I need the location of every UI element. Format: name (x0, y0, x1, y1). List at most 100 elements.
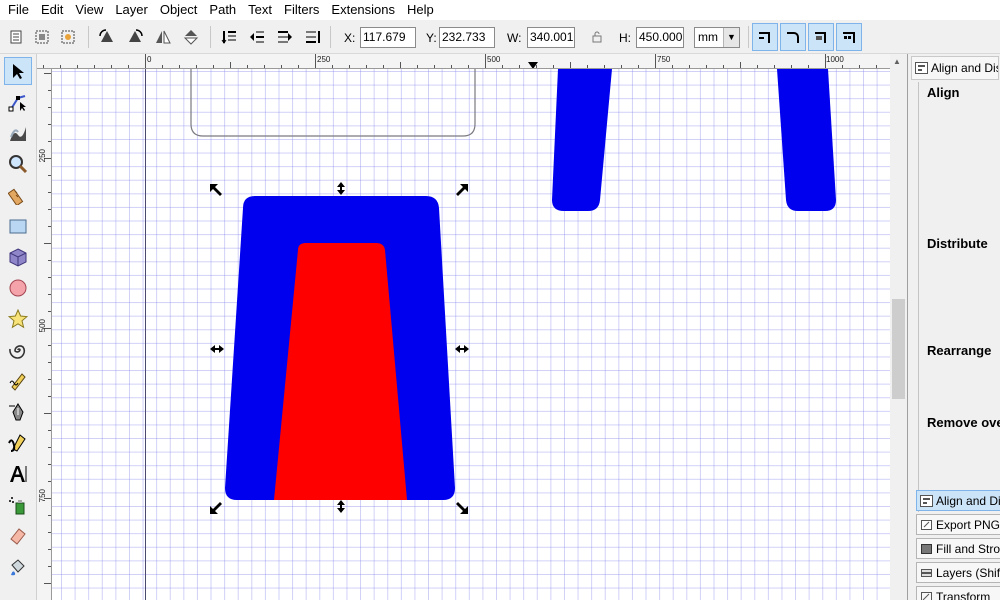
flip-vertical-icon[interactable] (180, 26, 202, 48)
drawing-canvas[interactable] (52, 69, 890, 600)
w-input[interactable]: 340.001 (527, 27, 575, 48)
selector-tool-icon[interactable] (4, 57, 32, 85)
tab-label: Fill and Stroke (936, 541, 1000, 556)
vertical-scrollbar[interactable]: ▲ (890, 54, 907, 600)
3d-box-tool-icon[interactable] (4, 243, 32, 271)
menu-path[interactable]: Path (209, 2, 237, 17)
menu-file[interactable]: File (8, 2, 29, 17)
fill-stroke-icon (921, 543, 932, 554)
paint-bucket-tool-icon[interactable] (4, 553, 32, 581)
spiral-tool-icon[interactable] (4, 336, 32, 364)
ruler-label: 750 (38, 489, 47, 503)
measure-tool-icon[interactable] (4, 181, 32, 209)
blue-leg-right-shape (777, 69, 836, 211)
lower-to-bottom-icon[interactable] (302, 26, 324, 48)
menu-help[interactable]: Help (407, 2, 434, 17)
rectangle-tool-icon[interactable] (4, 212, 32, 240)
layers-icon (921, 568, 932, 577)
panel-title: Align and Distribute (931, 61, 998, 75)
export-icon (921, 519, 932, 530)
tab-label: Align and Distribute (936, 493, 1000, 508)
menu-view[interactable]: View (75, 2, 104, 17)
section-rearrange[interactable]: Rearrange (927, 343, 992, 358)
tab-layers[interactable]: Layers (Shift+Ctrl+L) (916, 562, 1000, 583)
transform-patterns-button[interactable] (836, 23, 862, 51)
scroll-up-icon[interactable]: ▲ (893, 57, 901, 66)
transform-gradients-button[interactable] (808, 23, 834, 51)
menu-layer[interactable]: Layer (115, 2, 148, 17)
align-icon (915, 62, 928, 74)
y-label: Y: (426, 31, 437, 45)
tweak-tool-icon[interactable] (4, 119, 32, 147)
ruler-label: 1000 (826, 55, 844, 64)
section-align[interactable]: Align (927, 85, 960, 100)
ellipse-tool-icon[interactable] (4, 274, 32, 302)
menu-object[interactable]: Object (159, 2, 198, 17)
transform-icon (921, 591, 932, 600)
menu-extensions[interactable]: Extensions (331, 2, 395, 17)
y-input[interactable]: 232.733 (439, 27, 495, 48)
ruler-label: 500 (487, 55, 501, 64)
rotate-cw-icon[interactable] (124, 26, 146, 48)
tab-label: Export PNG Image (936, 517, 1000, 532)
scrollbar-thumb[interactable] (892, 299, 905, 399)
menu-edit[interactable]: Edit (40, 2, 64, 17)
lock-icon[interactable] (590, 26, 604, 48)
menu-text[interactable]: Text (248, 2, 273, 17)
text-tool-icon[interactable] (4, 460, 32, 488)
w-label: W: (507, 31, 522, 45)
pencil-tool-icon[interactable] (4, 367, 32, 395)
section-remove-overlaps[interactable]: Remove overlaps (927, 415, 1000, 430)
tool-controls-bar: X: 117.679 Y: 232.733 W: 340.001 H: 450.… (0, 20, 1000, 54)
blue-leg-left-shape (552, 69, 612, 211)
canvas-drawing (145, 69, 836, 600)
align-icon (920, 494, 933, 507)
spray-tool-icon[interactable] (4, 491, 32, 519)
star-tool-icon[interactable] (4, 305, 32, 333)
scale-corners-button[interactable] (780, 23, 806, 51)
ruler-label: 250 (317, 55, 331, 64)
chevron-down-icon: ▼ (723, 28, 739, 47)
ruler-label: 750 (657, 55, 671, 64)
vertical-ruler: 250 500 750 (37, 69, 52, 600)
tab-export-png[interactable]: Export PNG Image (916, 514, 1000, 535)
h-label: H: (619, 31, 631, 45)
horizontal-ruler: 0 250 500 750 1000 (37, 54, 890, 69)
tab-align-and-distribute[interactable]: Align and Distribute (916, 490, 1000, 511)
x-input[interactable]: 117.679 (360, 27, 416, 48)
lower-icon[interactable] (274, 26, 296, 48)
tab-fill-and-stroke[interactable]: Fill and Stroke (916, 538, 1000, 559)
flip-horizontal-icon[interactable] (152, 26, 174, 48)
deselect-icon[interactable] (57, 26, 79, 48)
pen-tool-icon[interactable] (4, 398, 32, 426)
ruler-ticks (44, 73, 51, 584)
tab-label: Layers (Shift+Ctrl+L) (936, 565, 1000, 580)
select-all-icon[interactable] (5, 26, 27, 48)
section-distribute[interactable]: Distribute (927, 236, 988, 251)
unit-select[interactable]: mm ▼ (694, 27, 740, 48)
eraser-tool-icon[interactable] (4, 522, 32, 550)
toolbox (0, 54, 37, 600)
scale-stroke-button[interactable] (752, 23, 778, 51)
tab-transform[interactable]: Transform (916, 586, 1000, 600)
menu-filters[interactable]: Filters (284, 2, 320, 17)
rotate-ccw-icon[interactable] (96, 26, 118, 48)
ruler-ticks (43, 54, 877, 68)
align-panel-header[interactable]: Align and Distribute (911, 56, 999, 80)
zoom-tool-icon[interactable] (4, 150, 32, 178)
align-panel-body: Align Distribute Rearrange Remove overla… (918, 82, 1000, 512)
ruler-label: 500 (38, 319, 47, 333)
h-input[interactable]: 450.000 (636, 27, 684, 48)
calligraphy-tool-icon[interactable] (4, 429, 32, 457)
node-tool-icon[interactable] (4, 88, 32, 116)
raise-to-top-icon[interactable] (218, 26, 240, 48)
select-all-layers-icon[interactable] (31, 26, 53, 48)
dock-panel: Align and Distribute Align Distribute Re… (907, 54, 1000, 600)
unit-value: mm (698, 30, 718, 44)
red-trapezoid-shape (274, 243, 407, 500)
tab-label: Transform (936, 589, 991, 600)
outline-shape (190, 69, 476, 137)
raise-icon[interactable] (246, 26, 268, 48)
ruler-marker-icon (528, 62, 538, 68)
menu-bar: File Edit View Layer Object Path Text Fi… (0, 0, 1000, 20)
